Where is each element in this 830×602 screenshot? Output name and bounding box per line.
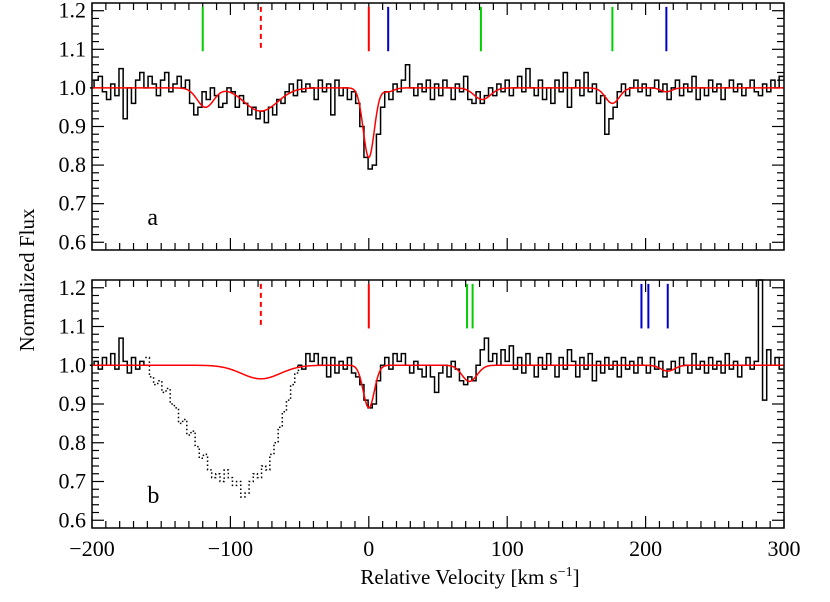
y-tick-label: 1.2 [59, 0, 87, 23]
x-axis-title: Relative Velocity [km s−1] [360, 565, 579, 589]
panel-a-frame [91, 2, 785, 251]
panel-b-flux-histogram [89, 279, 784, 409]
x-axis-title-main: Relative Velocity [km s [360, 565, 557, 589]
panel-a-y-tick-labels: 0.6 0.7 0.8 0.9 1.0 1.1 1.2 [59, 0, 87, 254]
y-axis-title: Normalized Flux [15, 208, 39, 351]
x-tick-label: 200 [629, 536, 662, 561]
y-tick-label: 1.1 [59, 314, 87, 339]
panel-b: 0.6 0.7 0.8 0.9 1.0 1.1 1.2 b [59, 275, 785, 533]
y-tick-label: 0.6 [59, 507, 87, 532]
y-tick-label: 1.2 [59, 275, 87, 300]
y-tick-label: 0.8 [59, 152, 87, 177]
y-tick-label: 0.7 [59, 469, 87, 494]
panel-b-y-tick-labels: 0.6 0.7 0.8 0.9 1.0 1.1 1.2 [59, 275, 87, 533]
y-tick-label: 0.7 [59, 191, 87, 216]
y-tick-label: 1.0 [59, 352, 87, 377]
x-tick-label: 100 [491, 536, 524, 561]
y-tick-label: 0.9 [59, 391, 87, 416]
y-tick-label: 0.6 [59, 229, 87, 254]
panel-b-dotted-profile [145, 356, 302, 498]
panel-a-markers [201, 6, 668, 52]
panel-b-minor-ticks [91, 280, 785, 528]
y-tick-label: 0.9 [59, 114, 87, 139]
panel-b-markers [259, 283, 669, 329]
panel-a: 0.6 0.7 0.8 0.9 1.0 1.1 1.2 a [59, 0, 785, 254]
x-axis-title-end: ] [573, 565, 580, 589]
panel-a-label: a [147, 205, 158, 231]
x-axis-title-superscript: −1 [558, 565, 573, 580]
panel-a-model-fit [92, 87, 784, 159]
panel-a-flux-histogram [89, 64, 784, 170]
x-tick-label: 0 [363, 536, 374, 561]
panel-b-model-fit [92, 364, 784, 409]
panel-b-frame [91, 279, 785, 529]
x-tick-label: −200 [69, 536, 114, 561]
panel-a-minor-ticks [91, 3, 785, 250]
y-tick-label: 1.1 [59, 36, 87, 61]
x-tick-labels: −200 −100 0 100 200 300 [69, 536, 800, 561]
y-tick-label: 1.0 [59, 75, 87, 100]
x-tick-label: 300 [768, 536, 801, 561]
y-tick-label: 0.8 [59, 430, 87, 455]
panel-b-label: b [147, 483, 159, 509]
x-tick-label: −100 [208, 536, 253, 561]
